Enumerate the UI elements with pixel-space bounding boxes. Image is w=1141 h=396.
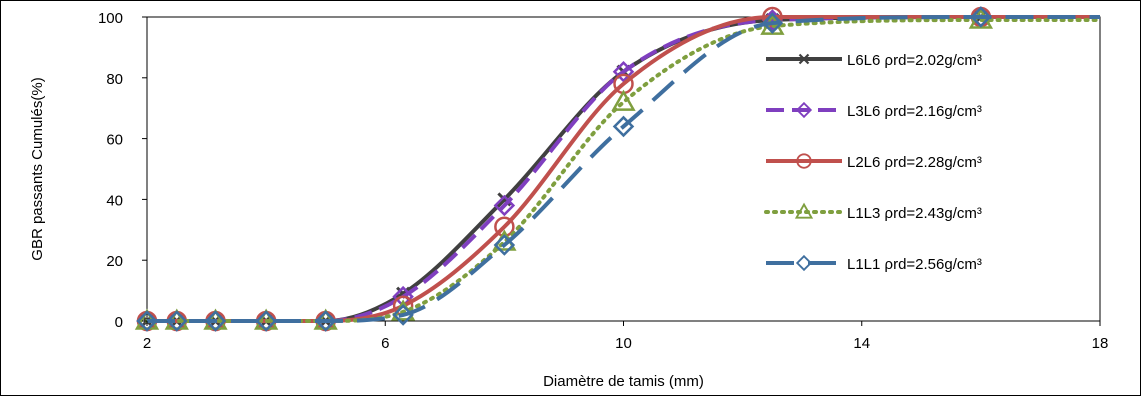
y-tick-label: 20 (106, 253, 123, 270)
axes-layer: 2 6 10 14 18 0 20 40 60 80 100 (98, 10, 1108, 352)
legend-entry: L3L6 ρrd=2.16g/cm³ (766, 101, 982, 120)
series-line (147, 14, 1100, 323)
legend-swatch-marker (795, 254, 813, 272)
y-axis-title: GBR passants Cumulés(%) (29, 77, 46, 260)
legend-label: L6L6 ρrd=2.02g/cm³ (847, 52, 982, 69)
data-point (166, 310, 188, 332)
series-5 (136, 6, 1100, 332)
legend-entry: L2L6 ρrd=2.28g/cm³ (766, 153, 982, 171)
y-tick-label: 80 (106, 71, 123, 88)
y-tick-label: 60 (106, 132, 123, 149)
legend-swatch-marker (796, 153, 812, 169)
y-tick-label: 0 (115, 314, 123, 331)
data-layer (134, 6, 1102, 332)
legend-entry: L1L1 ρrd=2.56g/cm³ (766, 254, 982, 273)
data-point (612, 115, 635, 138)
y-tick-label: 40 (106, 192, 123, 209)
legend-entry: L6L6 ρrd=2.02g/cm³ (766, 52, 982, 69)
data-point (493, 234, 516, 256)
data-point (204, 310, 227, 332)
x-tick-label: 2 (143, 335, 151, 352)
data-point (612, 60, 635, 83)
legend-swatch-marker (795, 101, 813, 119)
x-axis-title: Diamètre de tamis (mm) (543, 373, 704, 390)
marker-stroke (497, 192, 512, 207)
x-tick-label: 10 (615, 335, 632, 352)
marker-stroke (798, 53, 810, 65)
x-tick-label: 6 (381, 335, 389, 352)
legend-swatch-marker (794, 202, 814, 219)
x-tick-label: 18 (1092, 335, 1109, 352)
data-point (314, 310, 337, 332)
legend-label: L1L3 ρrd=2.43g/cm³ (847, 205, 982, 222)
x-tick-label: 14 (853, 335, 870, 352)
data-point (761, 12, 784, 34)
data-point (136, 310, 158, 332)
series-line (145, 18, 1102, 323)
legend-label: L3L6 ρrd=2.16g/cm³ (847, 103, 982, 120)
legend-label: L1L1 ρrd=2.56g/cm³ (847, 256, 982, 273)
legend-swatch-marker (798, 53, 810, 65)
data-point (392, 304, 414, 326)
data-point (611, 89, 636, 111)
legend-label: L2L6 ρrd=2.28g/cm³ (847, 154, 982, 171)
y-tick-label: 100 (98, 10, 123, 27)
data-point (255, 310, 277, 332)
legend: L6L6 ρrd=2.02g/cm³ L3L6 ρrd=2.16g/cm³ L2L6… (764, 52, 982, 273)
data-point (970, 6, 992, 28)
data-point (493, 194, 516, 217)
legend-entry: L1L3 ρrd=2.43g/cm³ (764, 202, 982, 222)
